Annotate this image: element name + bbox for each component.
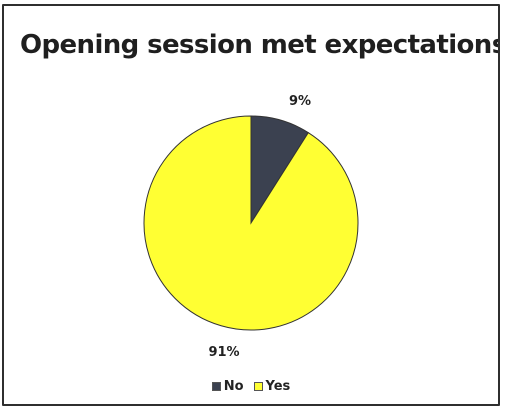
legend: No Yes xyxy=(4,379,498,394)
pie-chart: 9% 91% xyxy=(143,94,359,360)
legend-label-yes: Yes xyxy=(265,379,291,394)
legend-label-no: No xyxy=(223,379,244,394)
pie-slice-yes xyxy=(143,115,359,331)
data-label-yes: 91% xyxy=(208,345,239,360)
chart-frame: Opening session met expectations 9% 91% N… xyxy=(2,4,500,406)
legend-item-no: No xyxy=(211,379,244,394)
legend-swatch-yes xyxy=(253,382,263,391)
data-label-no: 9% xyxy=(289,94,311,109)
legend-item-yes: Yes xyxy=(253,379,291,394)
legend-swatch-no xyxy=(211,382,221,391)
chart-title: Opening session met expectations xyxy=(20,30,500,60)
